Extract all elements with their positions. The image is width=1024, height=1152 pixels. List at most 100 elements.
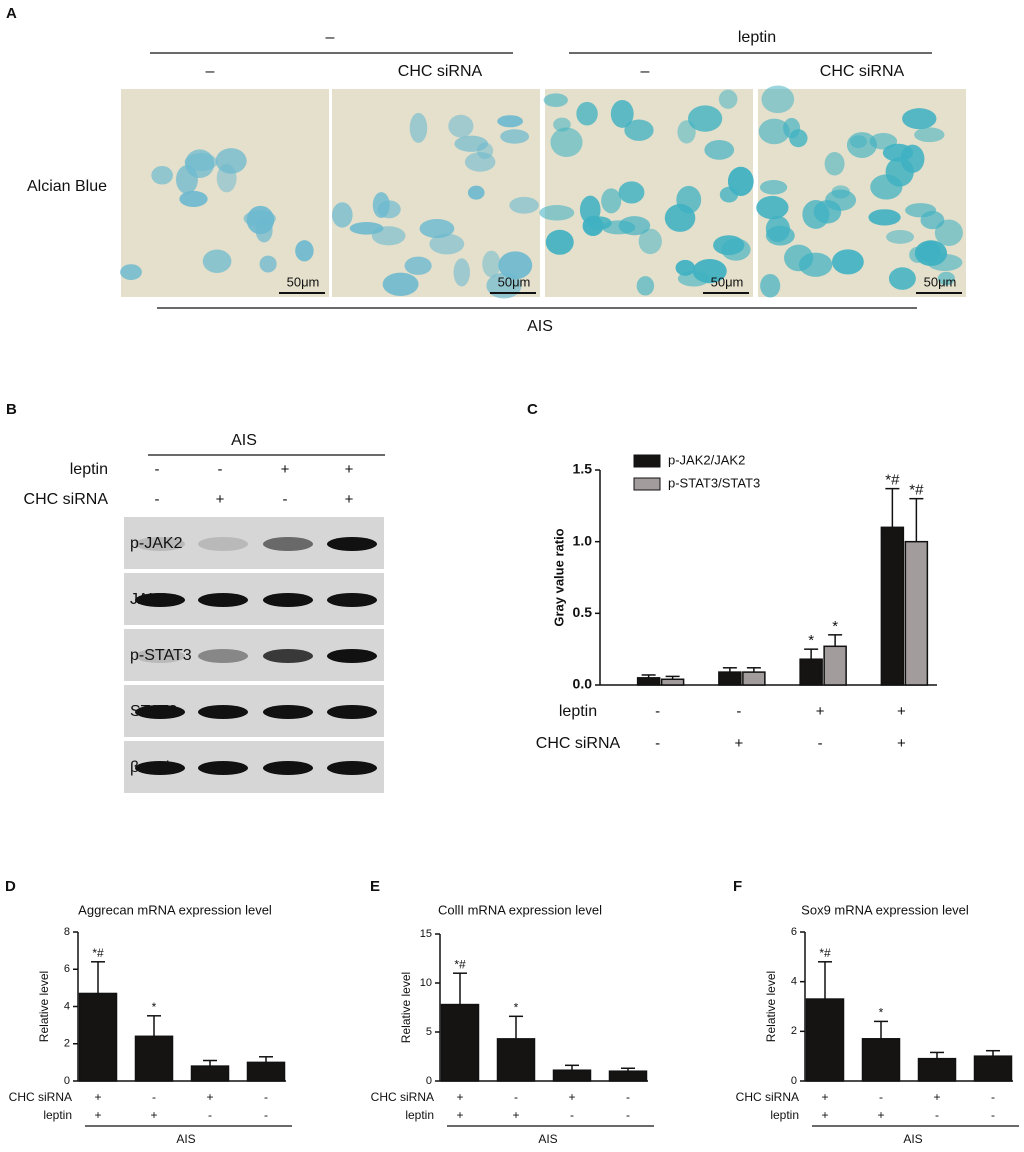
label: – (326, 29, 335, 46)
label: *# (454, 957, 466, 971)
label: - (818, 735, 823, 752)
label: 0.0 (573, 676, 593, 692)
band (135, 537, 185, 551)
cell (882, 143, 914, 162)
label: + (512, 1108, 519, 1122)
cell (601, 188, 622, 214)
cell (509, 196, 539, 214)
label: p-STAT3 (130, 647, 192, 664)
cell (721, 238, 751, 261)
label: - (264, 1090, 268, 1104)
bar (246, 1061, 286, 1082)
label: + (216, 491, 225, 508)
label: Sox9 mRNA expression level (801, 902, 969, 917)
label: CollI mRNA expression level (438, 902, 602, 917)
label: - (570, 1108, 574, 1122)
legend-swatch (633, 477, 661, 491)
cell (868, 209, 901, 226)
label: 6 (64, 963, 70, 975)
cell (202, 249, 232, 273)
label: 0.5 (573, 604, 593, 620)
band (135, 705, 185, 719)
label: + (345, 491, 354, 508)
label: Aggrecan mRNA expression level (78, 902, 272, 917)
label: D (5, 878, 16, 895)
cell (675, 259, 695, 276)
cell (760, 180, 788, 195)
label: leptin (43, 1108, 72, 1122)
label: + (150, 1108, 157, 1122)
cell (824, 152, 845, 176)
bar (823, 645, 847, 686)
cell (914, 127, 945, 143)
cell (409, 112, 428, 143)
label: 50μm (711, 274, 744, 289)
cell (579, 195, 601, 224)
label: + (281, 461, 290, 478)
bar (799, 658, 823, 686)
label: 4 (791, 976, 797, 988)
bar (78, 992, 118, 1082)
label: CHC siRNA (24, 491, 109, 508)
cell (676, 185, 702, 214)
cell (576, 101, 598, 126)
band (263, 761, 313, 775)
cell (934, 219, 963, 246)
cell (846, 132, 877, 158)
label: * (808, 632, 814, 649)
label: 5 (426, 1026, 432, 1038)
label: C (527, 401, 538, 418)
label: – (206, 63, 215, 80)
label: - (514, 1090, 518, 1104)
bar (552, 1069, 592, 1082)
bar (718, 671, 742, 686)
cell (758, 118, 790, 145)
cell (179, 190, 208, 208)
error-bar (804, 648, 819, 660)
label: - (736, 703, 741, 720)
label: + (821, 1108, 828, 1122)
bar (660, 678, 685, 686)
cell (601, 220, 636, 235)
cell (783, 117, 801, 139)
cell (382, 272, 419, 296)
bar (496, 1038, 536, 1082)
bar (608, 1070, 648, 1082)
label: CHC siRNA (9, 1090, 72, 1104)
cell (545, 229, 574, 255)
label: * (879, 1006, 884, 1020)
label: Relative level (399, 972, 413, 1043)
label: - (155, 461, 160, 478)
cell (372, 192, 390, 219)
cell (498, 251, 533, 280)
cell (550, 127, 583, 158)
label: 50μm (287, 274, 320, 289)
label: + (456, 1090, 463, 1104)
bar (805, 998, 845, 1082)
cell (813, 200, 842, 224)
label: *# (909, 482, 924, 499)
label: - (935, 1108, 939, 1122)
cell (371, 226, 406, 246)
label: + (933, 1090, 940, 1104)
label: - (991, 1090, 995, 1104)
label: leptin (738, 29, 776, 46)
label: - (626, 1108, 630, 1122)
label: 15 (420, 928, 432, 940)
cell (295, 240, 314, 262)
cell (404, 256, 432, 275)
label: + (877, 1108, 884, 1122)
label: AIS (176, 1132, 195, 1146)
cell (120, 264, 142, 280)
error-bar (818, 961, 832, 1000)
cell (454, 135, 489, 152)
label: + (816, 703, 825, 720)
cell (185, 149, 215, 179)
band (327, 537, 377, 551)
label: 10 (420, 977, 432, 989)
cell (543, 93, 568, 107)
cell (920, 210, 945, 230)
cell (718, 89, 738, 109)
error-bar (930, 1051, 944, 1059)
error-bar (565, 1064, 579, 1071)
